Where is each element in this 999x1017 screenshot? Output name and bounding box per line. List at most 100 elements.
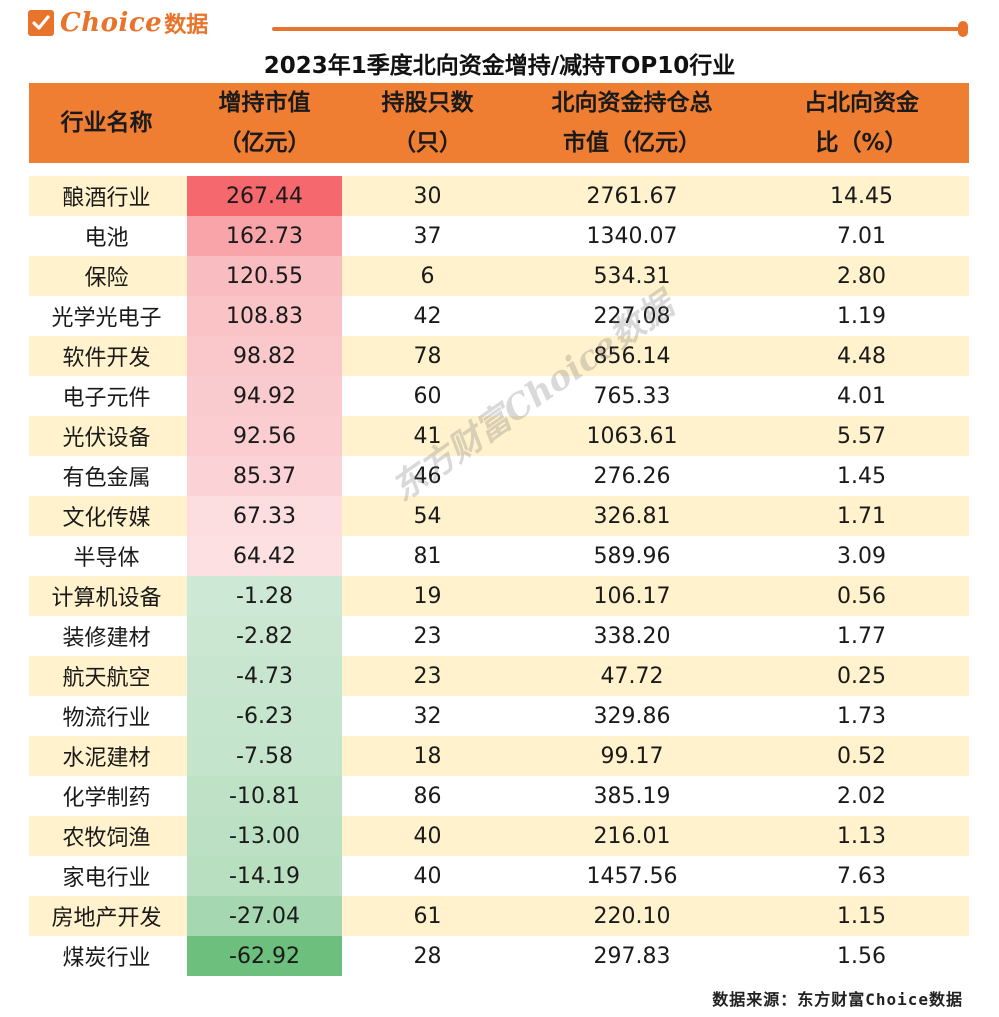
cell-change: 85.37 <box>187 456 342 496</box>
cell-industry: 计算机设备 <box>51 586 162 611</box>
cell-industry: 软件开发 <box>62 346 151 371</box>
table-row: 水泥建材 -7.58 18 99.17 0.52 <box>29 736 969 776</box>
cell-industry: 光学光电子 <box>51 306 162 331</box>
cell-industry: 保险 <box>84 266 129 291</box>
cell-pct: 1.45 <box>837 463 886 489</box>
cell-change: 67.33 <box>187 496 342 536</box>
cell-total: 1457.56 <box>586 863 678 889</box>
brand-suffix: 数据 <box>164 13 209 38</box>
brand-logo: Choice 数据 <box>28 8 208 38</box>
table-row: 化学制药 -10.81 86 385.19 2.02 <box>29 776 969 816</box>
cell-total: 1063.61 <box>586 423 678 449</box>
cell-total: 534.31 <box>593 263 671 289</box>
cell-count: 61 <box>413 903 442 929</box>
cell-total: 856.14 <box>593 343 671 369</box>
cell-pct: 1.71 <box>837 503 886 529</box>
cell-pct: 0.52 <box>837 743 886 769</box>
cell-industry: 光伏设备 <box>62 426 151 451</box>
cell-change: -14.19 <box>187 856 342 896</box>
cell-pct: 5.57 <box>837 423 886 449</box>
table-row: 半导体 64.42 81 589.96 3.09 <box>29 536 969 576</box>
table-row: 酿酒行业 267.44 30 2761.67 14.45 <box>29 176 969 216</box>
cell-count: 60 <box>413 383 442 409</box>
table-row: 装修建材 -2.82 23 338.20 1.77 <box>29 616 969 656</box>
table-row: 家电行业 -14.19 40 1457.56 7.63 <box>29 856 969 896</box>
cell-count: 23 <box>413 623 442 649</box>
cell-count: 41 <box>413 423 442 449</box>
table-row: 物流行业 -6.23 32 329.86 1.73 <box>29 696 969 736</box>
cell-industry: 房地产开发 <box>51 906 162 931</box>
cell-total: 227.08 <box>593 303 671 329</box>
cell-industry: 有色金属 <box>62 466 151 491</box>
table-row: 电子元件 94.92 60 765.33 4.01 <box>29 376 969 416</box>
table-row: 房地产开发 -27.04 61 220.10 1.15 <box>29 896 969 936</box>
cell-total: 1340.07 <box>586 223 678 249</box>
table-row: 计算机设备 -1.28 19 106.17 0.56 <box>29 576 969 616</box>
brand-name: Choice <box>60 8 163 38</box>
cell-industry: 煤炭行业 <box>62 946 151 971</box>
cell-pct: 1.77 <box>837 623 886 649</box>
source-note: 数据来源：东方财富Choice数据 <box>712 990 963 1009</box>
cell-change: 98.82 <box>187 336 342 376</box>
table-row: 有色金属 85.37 46 276.26 1.45 <box>29 456 969 496</box>
cell-change: 120.55 <box>187 256 342 296</box>
cell-industry: 物流行业 <box>62 706 151 731</box>
cell-total: 329.86 <box>593 703 671 729</box>
table-header: 行业名称 增持市值 （亿元） 持股只数 （只） 北向资金持仓总 市值（亿元） 占… <box>29 83 969 163</box>
cell-industry: 农牧饲渔 <box>62 826 151 851</box>
cell-total: 106.17 <box>593 583 671 609</box>
cell-total: 338.20 <box>593 623 671 649</box>
cell-count: 18 <box>413 743 442 769</box>
cell-change: -1.28 <box>187 576 342 616</box>
cell-industry: 半导体 <box>73 546 140 571</box>
cell-industry: 电池 <box>84 226 129 251</box>
cell-industry: 电子元件 <box>62 386 151 411</box>
cell-pct: 1.15 <box>837 903 886 929</box>
cell-change: -62.92 <box>187 936 342 976</box>
cell-total: 326.81 <box>593 503 671 529</box>
table-body: 酿酒行业 267.44 30 2761.67 14.45 电池 162.73 37 1340.0… <box>29 176 969 976</box>
cell-count: 6 <box>420 263 435 289</box>
header-rule-end <box>958 21 968 37</box>
cell-total: 220.10 <box>593 903 671 929</box>
cell-pct: 14.45 <box>830 183 893 209</box>
cell-pct: 4.01 <box>837 383 886 409</box>
column-header-change: 增持市值 （亿元） <box>218 90 311 156</box>
cell-pct: 1.73 <box>837 703 886 729</box>
cell-pct: 4.48 <box>837 343 886 369</box>
cell-change: -13.00 <box>187 816 342 856</box>
cell-count: 42 <box>413 303 442 329</box>
checkmark-icon <box>28 10 54 36</box>
cell-change: -6.23 <box>187 696 342 736</box>
cell-change: 108.83 <box>187 296 342 336</box>
cell-change: -4.73 <box>187 656 342 696</box>
cell-change: -2.82 <box>187 616 342 656</box>
cell-change: -10.81 <box>187 776 342 816</box>
cell-industry: 装修建材 <box>62 626 151 651</box>
cell-total: 765.33 <box>593 383 671 409</box>
cell-change: -27.04 <box>187 896 342 936</box>
cell-pct: 1.19 <box>837 303 886 329</box>
column-header-pct: 占北向资金 比（%） <box>804 90 919 156</box>
cell-industry: 航天航空 <box>62 666 151 691</box>
cell-industry: 酿酒行业 <box>62 186 151 211</box>
cell-count: 86 <box>413 783 442 809</box>
cell-total: 216.01 <box>593 823 671 849</box>
table-row: 软件开发 98.82 78 856.14 4.48 <box>29 336 969 376</box>
cell-count: 46 <box>413 463 442 489</box>
table-row: 光伏设备 92.56 41 1063.61 5.57 <box>29 416 969 456</box>
cell-count: 78 <box>413 343 442 369</box>
cell-change: -7.58 <box>187 736 342 776</box>
table-row: 电池 162.73 37 1340.07 7.01 <box>29 216 969 256</box>
cell-pct: 2.80 <box>837 263 886 289</box>
cell-count: 23 <box>413 663 442 689</box>
cell-change: 162.73 <box>187 216 342 256</box>
cell-change: 64.42 <box>187 536 342 576</box>
cell-total: 385.19 <box>593 783 671 809</box>
page-title: 2023年1季度北向资金增持/减持TOP10行业 <box>263 53 736 79</box>
cell-count: 54 <box>413 503 442 529</box>
table-row: 文化传媒 67.33 54 326.81 1.71 <box>29 496 969 536</box>
cell-pct: 2.02 <box>837 783 886 809</box>
table-row: 保险 120.55 6 534.31 2.80 <box>29 256 969 296</box>
cell-count: 40 <box>413 823 442 849</box>
